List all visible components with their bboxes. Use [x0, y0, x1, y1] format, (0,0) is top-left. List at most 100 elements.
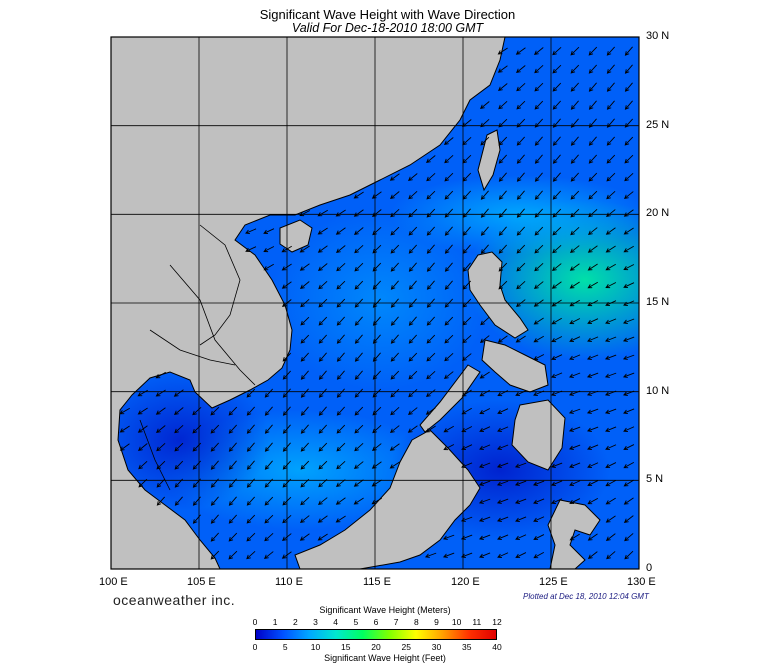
direction-arrow: [444, 190, 454, 200]
direction-arrow: [228, 460, 237, 470]
longitude-label: 125 E: [539, 576, 568, 588]
direction-arrow: [372, 388, 382, 398]
direction-arrow: [479, 462, 491, 468]
direction-arrow: [426, 280, 435, 290]
direction-arrow: [534, 262, 544, 272]
direction-arrow: [336, 352, 345, 362]
direction-arrow: [534, 82, 544, 92]
direction-arrow: [137, 389, 148, 397]
direction-arrow: [623, 245, 634, 253]
luzon-island: [467, 251, 529, 339]
colorbar-meter-tick: 11: [472, 617, 482, 627]
direction-arrow: [624, 533, 634, 542]
direction-arrow: [497, 444, 509, 450]
direction-arrow: [389, 191, 400, 200]
direction-arrow: [552, 100, 562, 110]
direction-arrow: [461, 407, 472, 415]
latitude-label: 15 N: [646, 296, 670, 308]
direction-arrow: [516, 172, 525, 182]
direction-arrow: [588, 82, 597, 92]
direction-arrow: [442, 534, 455, 540]
direction-arrow: [174, 424, 184, 434]
direction-arrow: [300, 424, 309, 434]
direction-arrow: [622, 336, 635, 342]
direction-arrow: [336, 370, 345, 380]
direction-arrow: [587, 354, 599, 360]
direction-arrow: [551, 263, 562, 272]
direction-arrow: [228, 532, 238, 542]
direction-arrow: [480, 190, 489, 200]
direction-arrow: [461, 444, 473, 451]
borneo-island: [294, 429, 481, 569]
direction-arrow: [210, 406, 220, 416]
direction-arrow: [317, 245, 328, 253]
direction-arrow: [497, 408, 509, 415]
direction-arrow: [552, 172, 561, 182]
direction-arrow: [606, 190, 616, 200]
direction-arrow: [335, 497, 346, 505]
direction-arrow: [479, 408, 491, 415]
direction-arrow: [389, 173, 400, 181]
direction-arrow: [300, 316, 310, 326]
direction-arrow: [479, 101, 490, 110]
direction-arrow: [442, 552, 455, 558]
direction-arrow: [372, 424, 382, 434]
direction-arrow: [623, 408, 635, 414]
direction-arrow: [335, 515, 346, 523]
direction-arrow: [426, 226, 436, 236]
direction-arrow: [533, 354, 545, 361]
direction-arrow: [570, 190, 580, 200]
direction-arrow: [497, 534, 509, 540]
direction-arrow: [587, 318, 599, 325]
direction-arrow: [588, 136, 597, 146]
direction-arrow: [299, 263, 310, 271]
direction-arrow: [551, 498, 563, 505]
direction-arrow: [390, 334, 399, 344]
colorbar-feet-tick: 15: [341, 642, 351, 652]
direction-arrow: [569, 354, 581, 360]
direction-arrow: [156, 460, 166, 470]
direction-arrow: [534, 136, 543, 146]
direction-arrow: [534, 154, 543, 164]
direction-arrow: [462, 226, 471, 236]
direction-arrow: [390, 262, 400, 272]
direction-arrow: [552, 46, 562, 56]
direction-arrow: [586, 426, 599, 432]
direction-arrow: [390, 406, 400, 416]
direction-arrow: [570, 226, 580, 236]
direction-arrow: [515, 65, 526, 74]
direction-arrow: [336, 388, 345, 398]
direction-arrow: [551, 336, 563, 343]
direction-arrow: [408, 226, 418, 236]
direction-arrow: [534, 244, 544, 254]
land: [111, 37, 601, 569]
direction-arrow: [587, 551, 598, 559]
direction-arrow: [174, 442, 184, 452]
direction-arrow: [389, 443, 400, 451]
direction-arrow: [496, 462, 509, 468]
direction-arrow: [318, 334, 328, 344]
direction-arrow: [155, 371, 166, 379]
direction-arrow: [498, 136, 508, 146]
direction-arrow: [354, 280, 364, 290]
direction-arrow: [353, 497, 364, 505]
direction-arrow: [460, 552, 473, 558]
latitude-label: 10 N: [646, 384, 670, 397]
direction-arrow: [318, 280, 328, 290]
direction-arrow: [210, 532, 220, 542]
colorbar-meter-tick: 8: [413, 617, 419, 627]
direction-arrow: [426, 190, 436, 200]
direction-arrow: [515, 552, 527, 559]
direction-arrow: [300, 334, 310, 344]
direction-arrow: [444, 154, 454, 164]
direction-arrow: [498, 100, 508, 110]
direction-arrow: [354, 352, 363, 362]
direction-arrow: [570, 136, 579, 146]
direction-arrow: [570, 46, 580, 56]
direction-arrow: [210, 460, 219, 470]
direction-arrow: [623, 461, 635, 469]
direction-arrow: [192, 406, 202, 416]
direction-arrow: [586, 408, 599, 414]
chart-subtitle: Valid For Dec-18-2010 18:00 GMT: [291, 21, 484, 35]
direction-arrow: [263, 246, 275, 253]
